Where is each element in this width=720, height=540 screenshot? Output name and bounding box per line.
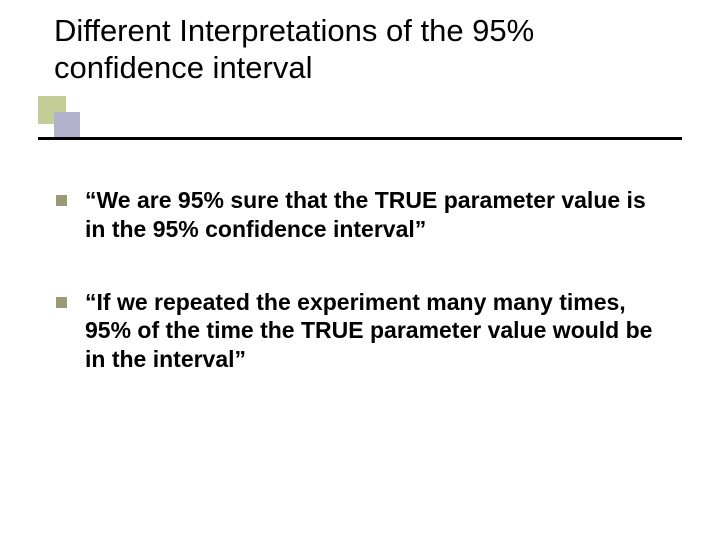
- slide-title: Different Interpretations of the 95% con…: [54, 12, 654, 86]
- accent-square-purple-icon: [54, 112, 80, 138]
- bullet-icon: [56, 297, 67, 308]
- list-item: “If we repeated the experiment many many…: [56, 288, 666, 374]
- list-item-text: “If we repeated the experiment many many…: [85, 288, 666, 374]
- body-content: “We are 95% sure that the TRUE parameter…: [56, 186, 666, 418]
- title-underline: [38, 137, 682, 140]
- slide: Different Interpretations of the 95% con…: [0, 0, 720, 540]
- bullet-icon: [56, 195, 67, 206]
- list-item-text: “We are 95% sure that the TRUE parameter…: [85, 186, 666, 244]
- list-item: “We are 95% sure that the TRUE parameter…: [56, 186, 666, 244]
